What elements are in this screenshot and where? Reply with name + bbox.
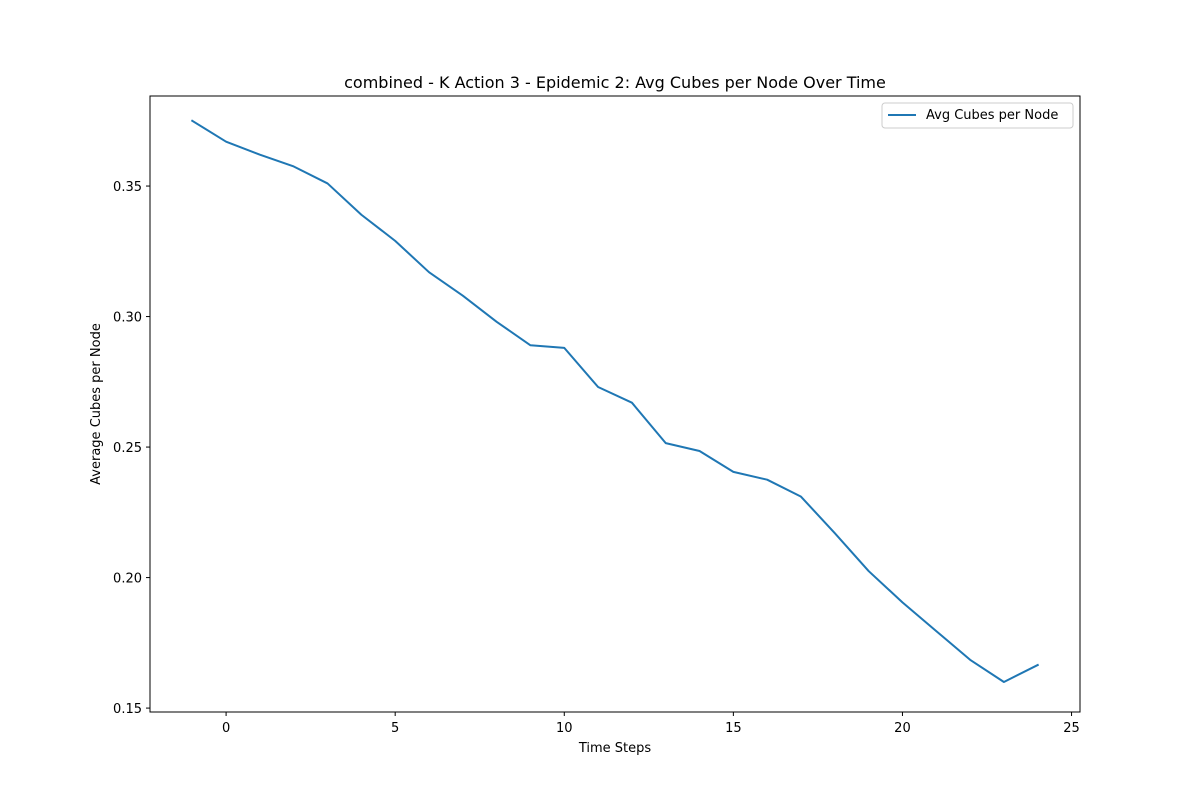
series-line-avg-cubes-per-node xyxy=(190,119,1040,683)
x-tick-label: 0 xyxy=(222,721,230,736)
series-layer xyxy=(190,119,1040,683)
x-tick-label: 20 xyxy=(894,721,911,736)
y-tick-label: 0.25 xyxy=(113,441,142,456)
legend: Avg Cubes per Node xyxy=(881,102,1074,129)
y-tick-label: 0.35 xyxy=(113,180,142,195)
legend-label: Avg Cubes per Node xyxy=(926,108,1058,123)
x-axis-label: Time Steps xyxy=(578,741,652,756)
y-axis-ticks: 0.15 0.20 0.25 0.30 0.35 xyxy=(113,180,150,717)
x-axis-ticks: 0 5 10 15 20 25 xyxy=(222,712,1080,736)
x-tick-label: 10 xyxy=(556,721,573,736)
x-tick-label: 15 xyxy=(725,721,742,736)
plot-area xyxy=(149,95,1081,713)
y-tick-label: 0.15 xyxy=(113,702,142,717)
y-axis-label: Average Cubes per Node xyxy=(89,323,104,485)
chart-title: combined - K Action 3 - Epidemic 2: Avg … xyxy=(344,73,886,92)
x-tick-label: 25 xyxy=(1063,721,1080,736)
legend-box xyxy=(881,102,1074,129)
x-tick-label: 5 xyxy=(391,721,399,736)
y-tick-label: 0.20 xyxy=(113,572,142,587)
y-tick-label: 0.30 xyxy=(113,311,142,326)
